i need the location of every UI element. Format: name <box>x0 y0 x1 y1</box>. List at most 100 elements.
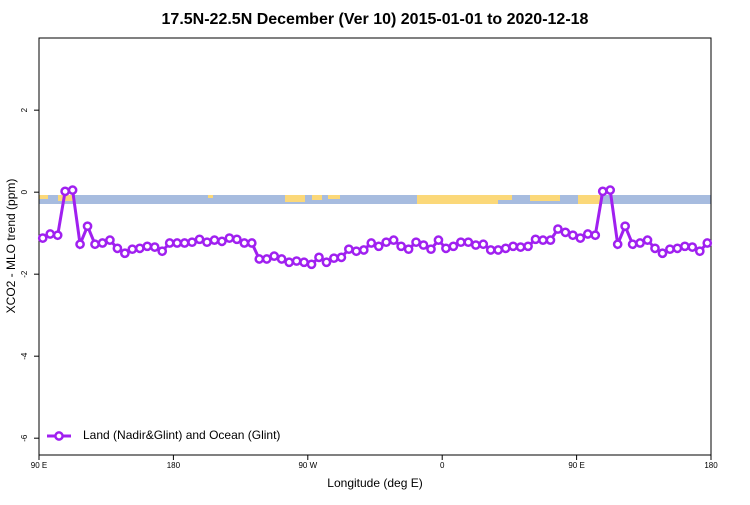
data-point <box>470 240 481 250</box>
data-point <box>336 252 347 263</box>
data-point <box>314 252 324 263</box>
data-point <box>605 185 616 195</box>
data-point <box>672 243 683 254</box>
data-point <box>403 244 414 255</box>
data-point <box>120 248 130 259</box>
data-point <box>321 257 332 268</box>
data-point <box>276 254 287 264</box>
data-point <box>545 235 556 245</box>
data-point <box>650 243 660 254</box>
data-point <box>291 256 302 266</box>
data-point <box>269 251 280 261</box>
data-point <box>82 221 93 232</box>
data-point <box>97 238 108 248</box>
data-point <box>232 234 242 245</box>
data-point <box>612 239 623 250</box>
data-point <box>627 239 638 250</box>
data-point <box>52 230 63 241</box>
data-point <box>60 186 70 197</box>
chart-title: 17.5N-22.5N December (Ver 10) 2015-01-01… <box>162 11 589 28</box>
data-point <box>657 248 668 259</box>
data-point <box>523 241 533 252</box>
data-point <box>388 235 399 245</box>
x-axis-label: Longitude (deg E) <box>327 476 422 490</box>
y-axis-label: XCO2 - MLO trend (ppm) <box>4 179 18 314</box>
data-point <box>366 238 377 248</box>
data-point <box>142 241 153 252</box>
data-point <box>90 239 100 250</box>
legend-marker <box>54 431 64 441</box>
data-point <box>202 237 212 248</box>
y-tick-label: -6 <box>20 434 29 442</box>
data-point <box>149 242 160 252</box>
data-point <box>485 245 496 255</box>
y-tick-label: 2 <box>20 107 29 112</box>
data-point <box>456 237 466 248</box>
data-point <box>261 254 272 264</box>
data-point <box>694 246 705 257</box>
x-tick-label: 90 W <box>298 461 317 470</box>
data-point <box>426 244 436 255</box>
data-point <box>448 241 459 252</box>
data-point <box>418 240 429 250</box>
data-point <box>373 241 384 252</box>
x-tick-label: 180 <box>167 461 181 470</box>
data-point <box>680 241 690 252</box>
data-point <box>433 235 444 245</box>
data-point <box>687 242 698 252</box>
data-point <box>620 221 630 232</box>
data-point <box>590 230 601 241</box>
data-point <box>500 243 511 254</box>
data-point <box>45 229 56 239</box>
data-point <box>217 236 227 247</box>
data-point <box>127 244 138 255</box>
plot-frame <box>38 37 712 456</box>
data-point <box>560 227 571 238</box>
data-point <box>493 245 504 255</box>
data-point <box>665 244 675 255</box>
data-point <box>344 244 354 255</box>
data-point <box>702 238 713 248</box>
data-point <box>105 235 115 245</box>
data-point <box>642 235 653 245</box>
data-point <box>597 186 608 197</box>
data-point <box>553 224 563 234</box>
data-point <box>575 233 586 243</box>
y-tick-label: -4 <box>20 352 29 360</box>
data-point <box>329 253 339 264</box>
data-point <box>508 241 518 252</box>
x-tick-label: 90 E <box>568 461 584 470</box>
data-point <box>299 257 309 268</box>
data-point <box>478 239 489 250</box>
data-point <box>112 243 123 254</box>
data-point <box>187 237 197 248</box>
data-point <box>134 243 145 254</box>
data-point <box>157 246 168 257</box>
data-point <box>164 238 175 248</box>
data-point <box>254 254 265 264</box>
data-point <box>209 235 220 245</box>
land-ocean-strip <box>39 195 711 204</box>
data-point <box>381 237 392 248</box>
x-tick-label: 0 <box>440 461 445 470</box>
data-point <box>530 234 541 245</box>
data-point <box>463 237 474 248</box>
data-point <box>411 237 421 248</box>
data-point <box>37 233 48 243</box>
data-point <box>568 230 578 241</box>
data-point <box>239 238 250 248</box>
data-point <box>75 239 85 250</box>
data-point <box>194 234 205 245</box>
y-tick-label: -2 <box>20 270 29 278</box>
data-point <box>441 243 451 254</box>
data-point <box>172 238 182 248</box>
x-tick-label: 180 <box>704 461 718 470</box>
data-point <box>224 233 235 243</box>
x-tick-label: 90 E <box>31 461 47 470</box>
data-point <box>635 238 645 248</box>
data-point <box>538 235 548 245</box>
y-tick-label: 0 <box>20 189 29 194</box>
legend-label: Land (Nadir&Glint) and Ocean (Glint) <box>83 428 280 442</box>
data-point <box>351 246 362 257</box>
